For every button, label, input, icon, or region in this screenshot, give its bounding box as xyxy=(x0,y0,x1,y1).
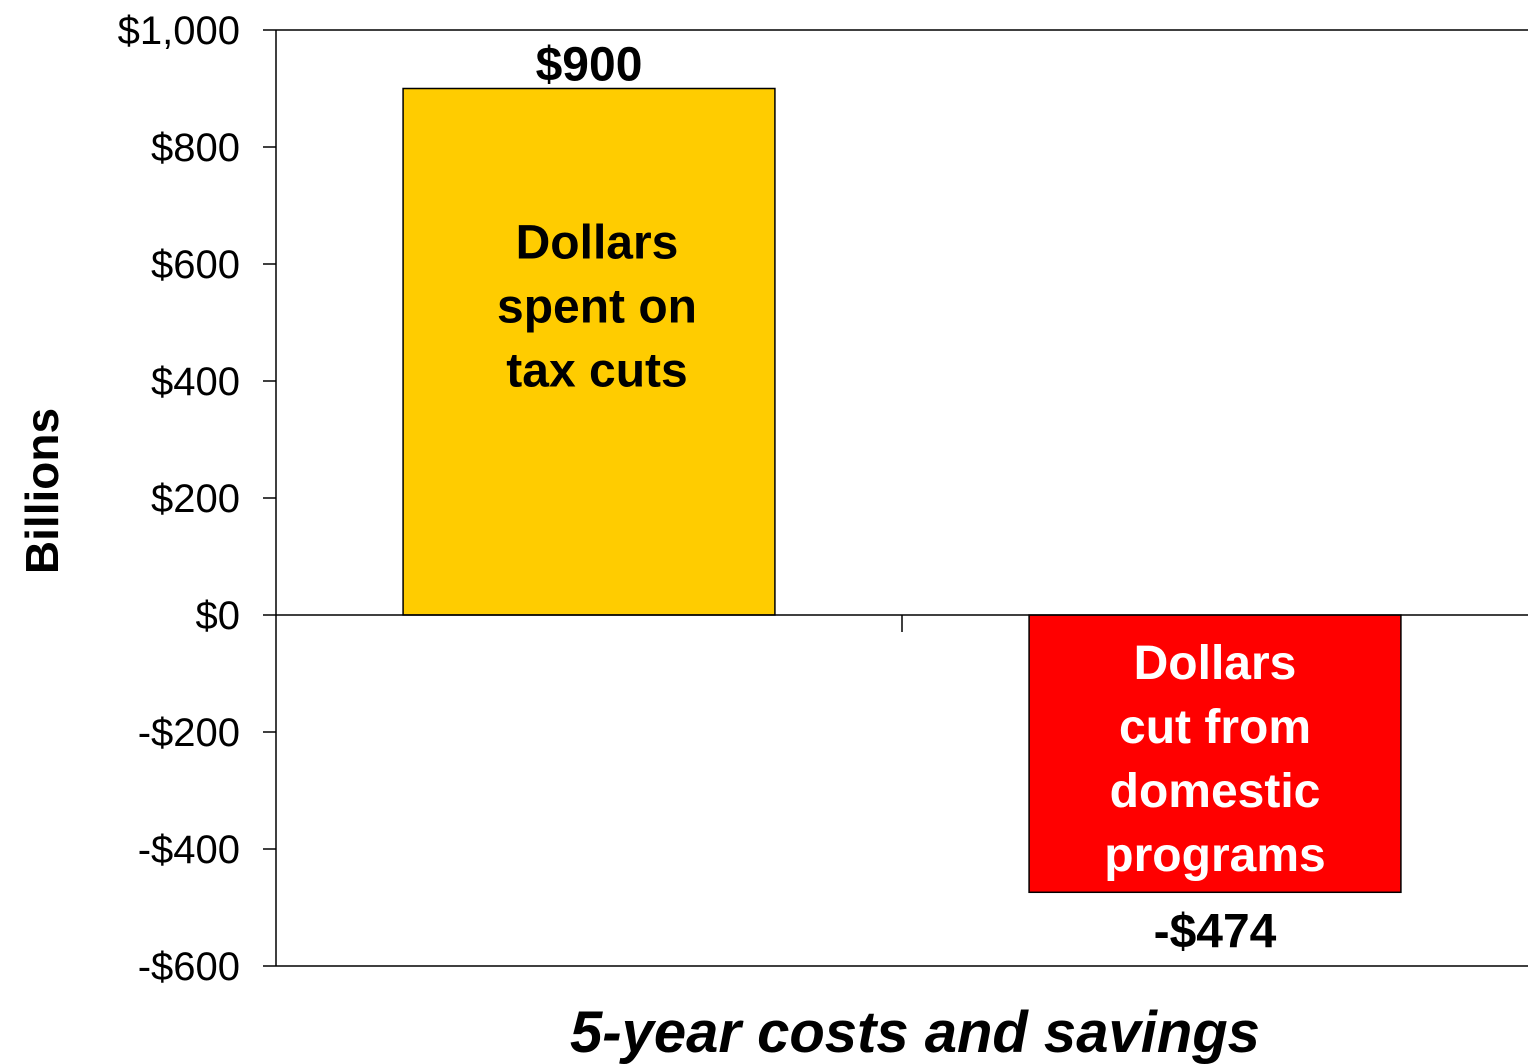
y-tick-label: -$400 xyxy=(138,828,240,872)
y-tick-label: $400 xyxy=(151,360,240,404)
y-tick-label: $800 xyxy=(151,126,240,170)
y-axis-ticks: $1,000 $800 $600 $400 $200 $0 -$200 -$400 -$600 xyxy=(118,9,276,989)
y-tick-label: -$600 xyxy=(138,945,240,989)
data-label: -$474 xyxy=(1154,905,1277,958)
bar-1 xyxy=(402,87,776,616)
data-labels: $900 Dollars spent on tax cuts -$474 Dollars c… xyxy=(497,39,1326,959)
y-tick-label: $200 xyxy=(151,477,240,521)
bar-label-line: programs xyxy=(1104,829,1325,882)
y-tick-label: $1,000 xyxy=(118,9,240,53)
y-tick-label: -$200 xyxy=(138,711,240,755)
bar-2 xyxy=(1028,614,1402,894)
x-axis-title: 5-year costs and savings xyxy=(570,1000,1260,1064)
bars xyxy=(402,87,1402,894)
bar-label-line: cut from xyxy=(1119,701,1311,754)
bar-label-line: Dollars xyxy=(516,217,679,270)
y-tick-label: $600 xyxy=(151,243,240,287)
bar-label-line: tax cuts xyxy=(506,345,687,398)
bar-label-line: domestic xyxy=(1110,765,1321,818)
bar-label-line: spent on xyxy=(497,281,697,334)
y-tick-label: $0 xyxy=(196,594,241,638)
y-axis-title: Billions xyxy=(16,408,68,574)
bar-label-line: Dollars xyxy=(1134,637,1297,690)
data-label: $900 xyxy=(536,39,643,92)
